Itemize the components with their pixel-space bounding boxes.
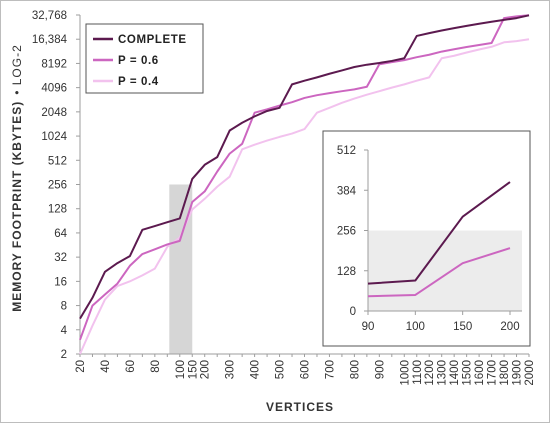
y-tick-labels: 2 4 8 16 32 64 128 256 512 1024 2048 4096 8192 16,384… xyxy=(32,10,80,361)
x-tick-label: 800 xyxy=(349,360,361,379)
y-tick-label: 64 xyxy=(54,228,67,240)
x-tick-label: 1000 xyxy=(399,360,411,386)
y-axis-title-suffix: • LOG-2 xyxy=(10,44,24,95)
inset-y-tick-label: 128 xyxy=(337,266,356,278)
y-tick-label: 1024 xyxy=(41,131,67,143)
y-tick-label: 2 xyxy=(61,349,67,361)
inset-x-tick-labels: 90 100 150 200 xyxy=(362,311,520,333)
y-tick-label: 4096 xyxy=(41,83,67,95)
inset-x-tick-label: 90 xyxy=(362,321,375,333)
x-tick-label: 1700 xyxy=(487,360,499,386)
legend-items: COMPLETE P = 0.6 P = 0.4 xyxy=(93,34,187,88)
y-axis-title-main: MEMORY FOOTPRINT (KBYTES) xyxy=(10,101,24,312)
inset-y-tick-label: 256 xyxy=(337,226,356,238)
y-tick-label: 512 xyxy=(48,155,67,167)
x-tick-label: 900 xyxy=(374,360,386,379)
x-tick-label: 1300 xyxy=(437,360,449,386)
legend-label-complete: COMPLETE xyxy=(118,34,187,46)
y-tick-label: 4 xyxy=(61,325,68,337)
x-tick-label: 600 xyxy=(300,360,312,379)
inset-chart: 0 128 256 384 512 90 100 150 200 xyxy=(322,130,531,347)
x-tick-labels: 20 40 60 80 100 150 200 300 400 500 600 700 800 900 10… xyxy=(75,354,536,386)
x-tick-label: 1800 xyxy=(499,360,511,386)
x-tick-label: 1900 xyxy=(512,360,524,386)
y-tick-label: 2048 xyxy=(41,107,67,119)
y-tick-label: 8 xyxy=(61,301,67,313)
x-axis-title: VERTICES xyxy=(266,400,334,414)
inset-highlight-band-rect xyxy=(368,230,522,311)
x-tick-label: 2000 xyxy=(524,360,536,386)
y-tick-label: 32 xyxy=(54,252,67,264)
x-tick-label: 60 xyxy=(125,360,137,373)
inset-y-tick-label: 0 xyxy=(350,306,356,318)
inset-series-line-complete xyxy=(367,181,511,285)
x-tick-label: 1400 xyxy=(449,360,461,386)
x-tick-label: 200 xyxy=(200,360,212,379)
series-lines xyxy=(79,14,530,355)
x-tick-label: 1600 xyxy=(474,360,486,386)
inset-series-lines xyxy=(367,181,511,298)
inset-y-tick-label: 512 xyxy=(337,145,356,157)
y-tick-label: 16 xyxy=(54,276,67,288)
legend-label-p-0-6: P = 0.6 xyxy=(118,55,159,67)
y-tick-label: 16,384 xyxy=(32,34,68,46)
x-tick-label: 1200 xyxy=(424,360,436,386)
inset-y-tick-labels: 0 128 256 384 512 xyxy=(337,145,368,318)
highlight-band xyxy=(169,184,193,354)
x-tick-label: 1500 xyxy=(462,360,474,386)
inset-x-tick-label: 100 xyxy=(406,321,425,333)
y-tick-label: 256 xyxy=(48,180,67,192)
inset-x-tick-label: 200 xyxy=(500,321,519,333)
x-tick-label: 40 xyxy=(100,360,112,373)
x-tick-label: 20 xyxy=(75,360,87,373)
x-tick-label: 500 xyxy=(275,360,287,379)
x-tick-label: 1100 xyxy=(412,360,424,385)
y-tick-label: 128 xyxy=(48,204,67,216)
x-tick-label: 700 xyxy=(324,360,336,379)
inset-y-tick-label: 384 xyxy=(337,185,357,197)
x-tick-label: 80 xyxy=(150,360,162,373)
x-tick-label: 100 xyxy=(175,360,187,379)
series-line-p-0-4 xyxy=(79,38,530,355)
x-tick-label: 150 xyxy=(187,360,199,379)
series-line-p-0-6 xyxy=(79,14,530,341)
series-line-complete xyxy=(79,14,530,320)
y-tick-label: 8192 xyxy=(41,58,67,70)
legend-label-p-0-4: P = 0.4 xyxy=(118,76,159,88)
x-tick-label: 400 xyxy=(250,360,262,379)
inset-highlight-band xyxy=(368,230,522,311)
x-tick-label: 300 xyxy=(225,360,237,379)
y-axis-title: MEMORY FOOTPRINT (KBYTES) • LOG-2 xyxy=(10,44,24,312)
inset-x-tick-label: 150 xyxy=(453,321,472,333)
inset-series-line-p-0-6 xyxy=(367,247,511,298)
y-tick-label: 32,768 xyxy=(32,10,67,22)
legend: COMPLETE P = 0.6 P = 0.4 xyxy=(85,23,204,94)
highlight-band-rect xyxy=(169,184,193,354)
